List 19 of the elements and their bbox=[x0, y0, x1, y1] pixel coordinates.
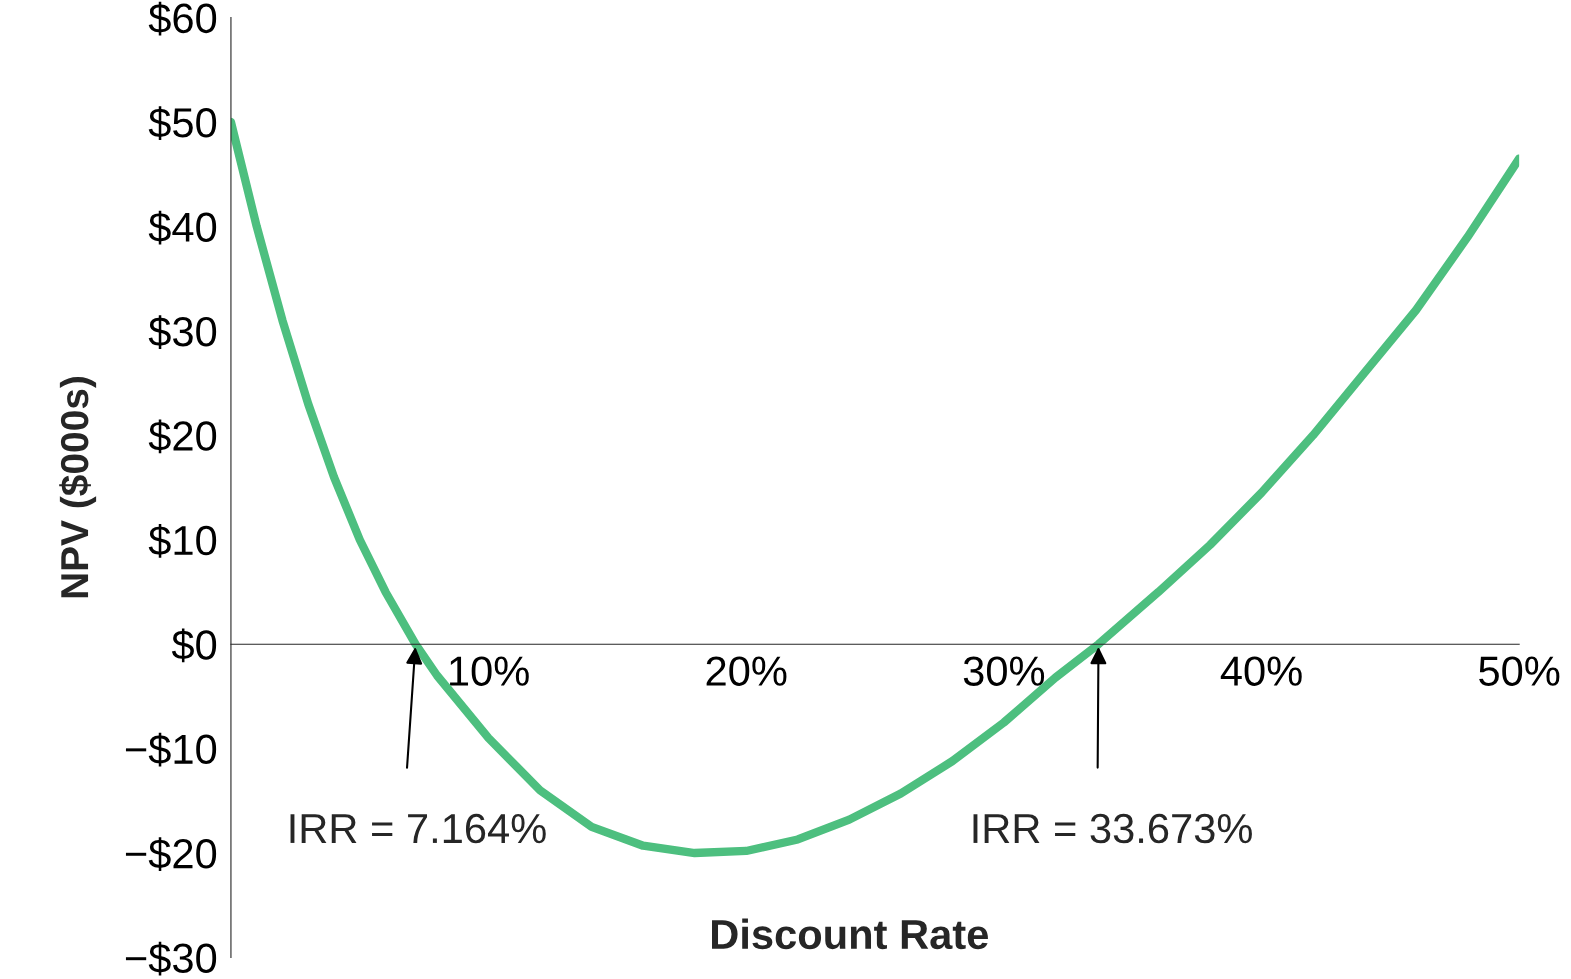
y-tick-label: −$30 bbox=[125, 941, 217, 976]
y-tick-label: $40 bbox=[148, 210, 217, 245]
annotation: IRR = 33.673% bbox=[973, 813, 1252, 844]
y-tick-label: $60 bbox=[148, 1, 217, 36]
x-tick-label: 10% bbox=[450, 656, 529, 686]
y-tick-label: $0 bbox=[171, 628, 217, 663]
x-tick-label: 50% bbox=[1479, 656, 1560, 686]
y-tick-label: $10 bbox=[148, 524, 217, 558]
y-tick-label: $50 bbox=[148, 106, 217, 141]
x-tick-label: 40% bbox=[1220, 656, 1302, 686]
x-tick-label: 30% bbox=[963, 656, 1045, 686]
x-tick-label: 20% bbox=[706, 656, 787, 686]
y-tick-label: $30 bbox=[148, 315, 217, 349]
y-tick-label: −$20 bbox=[125, 837, 217, 872]
x-axis-title: Discount Rate bbox=[712, 918, 988, 950]
y-axis-title: NPV ($000s) bbox=[59, 377, 97, 598]
y-tick-label: −$10 bbox=[125, 732, 217, 767]
annotation: IRR = 7.164% bbox=[290, 813, 546, 844]
y-tick-label: $20 bbox=[148, 419, 217, 454]
